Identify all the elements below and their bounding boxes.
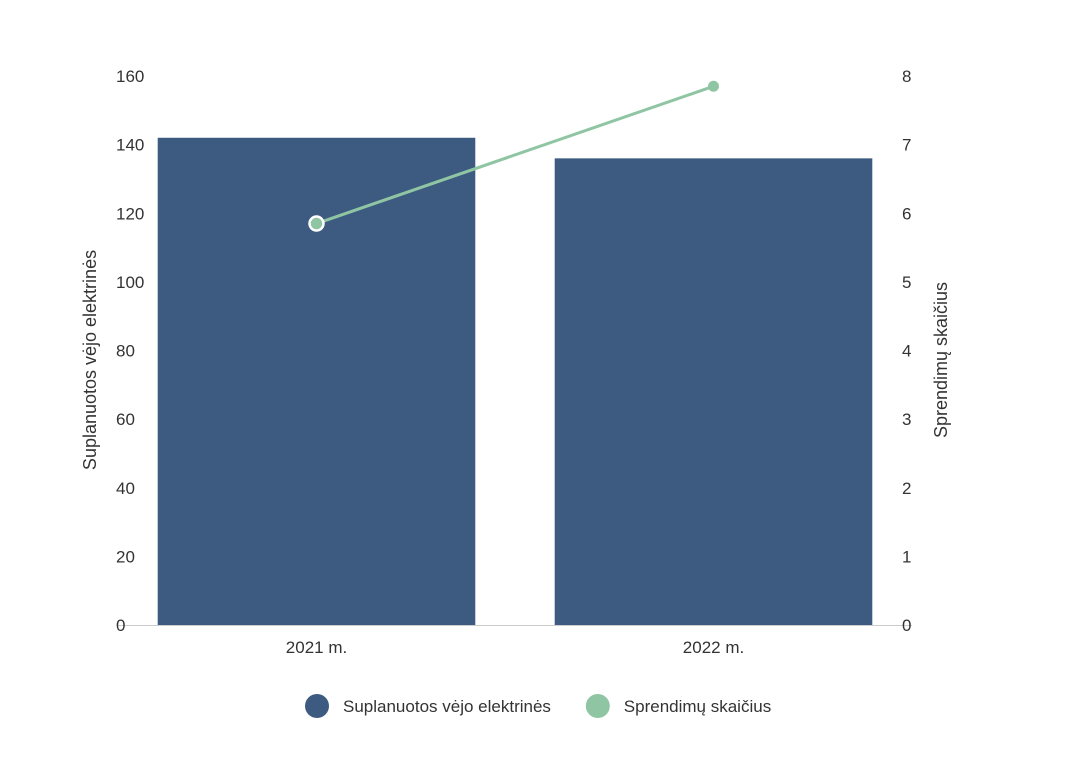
legend-label: Sprendimų skaičius [624, 697, 771, 716]
left-y-tick-label: 40 [116, 479, 135, 498]
right-axis-title: Sprendimų skaičius [931, 282, 951, 438]
bar[interactable] [554, 158, 873, 625]
line-series-layer [308, 80, 719, 232]
right-y-tick-label: 4 [902, 342, 911, 361]
legend: Suplanuotos vėjo elektrinės Sprendimų ska… [305, 694, 771, 718]
legend-swatch [585, 694, 610, 718]
left-y-tick-label: 140 [116, 136, 144, 155]
left-y-tick-label: 0 [116, 616, 125, 635]
left-axis-title: Suplanuotos vėjo elektrinės [80, 250, 100, 470]
legend-swatch [305, 694, 329, 718]
right-y-tick-label: 5 [902, 273, 911, 292]
bar[interactable] [157, 137, 476, 625]
left-y-tick-label: 100 [116, 273, 144, 292]
right-y-tick-label: 0 [902, 616, 911, 635]
right-y-axis-ticks: 0 1 2 3 4 5 6 7 8 [902, 67, 911, 635]
x-axis-ticks: 2021 m. 2022 m. [286, 638, 744, 657]
right-y-tick-label: 1 [902, 547, 911, 566]
line-point[interactable] [708, 80, 719, 92]
left-y-tick-label: 160 [116, 67, 144, 86]
legend-item[interactable]: Sprendimų skaičius [585, 694, 771, 718]
left-y-axis-ticks: 0 20 40 60 80 100 120 140 160 [116, 67, 144, 635]
right-y-tick-label: 7 [902, 136, 911, 155]
line-series-path [316, 84, 714, 225]
x-tick-label: 2022 m. [683, 638, 744, 657]
right-y-tick-label: 2 [902, 479, 911, 498]
left-y-tick-label: 80 [116, 342, 135, 361]
left-y-tick-label: 60 [116, 410, 135, 429]
legend-item[interactable]: Suplanuotos vėjo elektrinės [305, 694, 551, 718]
legend-label: Suplanuotos vėjo elektrinės [343, 697, 551, 716]
right-y-tick-label: 6 [902, 204, 911, 223]
right-y-tick-label: 8 [902, 67, 911, 86]
line-point[interactable] [308, 215, 325, 232]
x-tick-label: 2021 m. [286, 638, 347, 657]
right-y-tick-label: 3 [902, 410, 911, 429]
left-y-tick-label: 20 [116, 547, 135, 566]
left-y-tick-label: 120 [116, 204, 144, 223]
bars-layer [157, 137, 873, 625]
